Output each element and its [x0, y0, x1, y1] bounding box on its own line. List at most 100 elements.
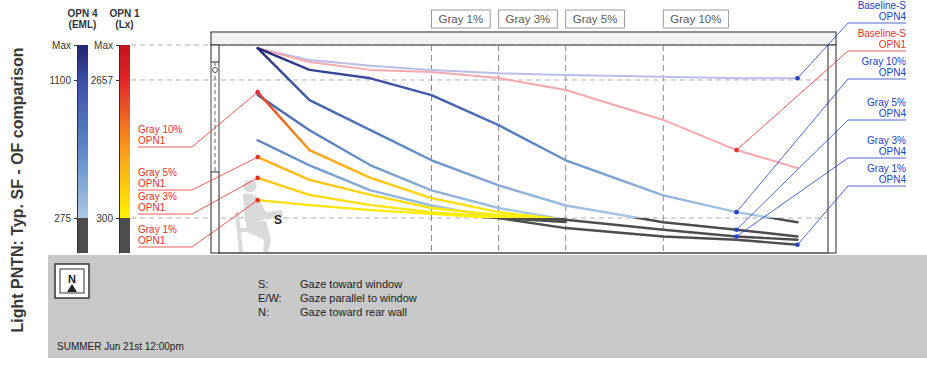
- leader-dot: [795, 243, 800, 248]
- leader-dot: [795, 76, 800, 81]
- tick: 275: [54, 213, 77, 224]
- marker-box: [566, 10, 625, 28]
- colorbar: [77, 45, 88, 253]
- leader-line: [737, 51, 907, 150]
- tick-mark: [74, 218, 77, 219]
- leader-dot: [734, 148, 739, 153]
- series-line: [258, 92, 566, 220]
- tick: 300: [96, 213, 119, 224]
- series-line: [258, 140, 798, 245]
- leader-line: [138, 157, 258, 190]
- series-label: Gray 10%OPN4: [862, 56, 907, 78]
- series-label: Gray 1%OPN4: [867, 163, 906, 185]
- colorbar-title: OPN 1(Lx): [109, 8, 139, 30]
- tick-mark: [116, 45, 119, 46]
- wall: [211, 172, 219, 253]
- window-frame: [219, 62, 220, 172]
- series-line: [258, 95, 798, 240]
- series-label: Gray 1%OPN1: [138, 224, 177, 246]
- tick: Max: [52, 40, 77, 51]
- marker-line: [431, 45, 432, 253]
- compass-box: [55, 264, 89, 298]
- tick-mark: [116, 218, 119, 219]
- series-label: Baseline-SOPN1: [858, 28, 907, 50]
- tick-mark: [116, 80, 119, 81]
- series-line: [258, 157, 566, 220]
- annotation-key: S:: [258, 278, 268, 290]
- series-label: Gray 10%OPN1: [138, 124, 183, 146]
- tick-label: 300: [96, 213, 113, 224]
- y-axis: 300 2657 Max: [91, 40, 120, 254]
- series-line: [258, 200, 566, 222]
- person: [235, 180, 283, 253]
- marker-label: Gray 5%: [573, 13, 618, 25]
- series-line: [258, 178, 566, 221]
- title: Light PNTN: Typ. SF - OF comparison: [9, 47, 26, 332]
- person-legs: [246, 221, 271, 252]
- axis-line: [119, 46, 120, 254]
- tick: 2657: [91, 75, 119, 86]
- leader-line: [737, 79, 907, 212]
- chart: Gray 1% Gray 3% Gray 5% Gray 10% 275 1100 Max O…: [0, 0, 927, 375]
- tick: 1100: [49, 75, 77, 86]
- leader-dot: [255, 198, 260, 203]
- annotation-text: Gaze toward rear wall: [300, 306, 407, 318]
- wall: [828, 45, 836, 253]
- tick-label: 275: [54, 213, 71, 224]
- leader-dot: [255, 155, 260, 160]
- chair: [235, 212, 258, 252]
- window-frame: [211, 62, 212, 172]
- grid-line: [131, 79, 828, 80]
- marker-label: Gray 3%: [506, 13, 551, 25]
- ceiling: [211, 32, 836, 45]
- compass-label: N: [68, 273, 76, 285]
- annotation-text: Gaze toward window: [300, 278, 402, 290]
- marker-line: [498, 45, 499, 253]
- series-line: [258, 48, 798, 236]
- compass-inner: [60, 269, 84, 293]
- tick-label: 2657: [91, 75, 114, 86]
- leader-line: [138, 92, 258, 147]
- leader-line: [798, 186, 907, 245]
- marker-label: Gray 1%: [439, 13, 484, 25]
- colorbar: [119, 45, 130, 253]
- series-label: Gray 3%OPN1: [138, 191, 177, 213]
- y-axis: 275 1100 Max: [49, 40, 77, 254]
- series-label: Gray 5%OPN1: [138, 167, 177, 189]
- plot-area: [258, 48, 798, 245]
- annotation-text: Gaze parallel to window: [300, 292, 417, 304]
- annotation-key: N:: [258, 306, 269, 318]
- leader-dot: [255, 90, 260, 95]
- wall: [211, 45, 219, 62]
- leader-line: [138, 178, 258, 214]
- colorbar-title: OPN 4(EML): [67, 8, 97, 30]
- leader-line: [737, 158, 907, 236]
- window-glass: [215, 62, 216, 172]
- tick-label: Max: [94, 40, 113, 51]
- x-axis-line: [218, 252, 828, 254]
- marker-label: Gray 10%: [670, 13, 721, 25]
- marker-box: [663, 10, 728, 28]
- floor-band: [48, 255, 927, 358]
- leader-dot: [734, 234, 739, 239]
- leader-dot: [255, 176, 260, 181]
- tick-label: 1100: [49, 75, 71, 86]
- tick-mark: [74, 80, 77, 81]
- tick-mark: [74, 45, 77, 46]
- compass-arrow: [67, 284, 77, 292]
- annotation-key: E/W:: [258, 292, 282, 304]
- leader-dot: [734, 227, 739, 232]
- series-line: [258, 48, 798, 168]
- tick: Max: [94, 40, 119, 51]
- leader-line: [138, 200, 258, 247]
- marker-box: [499, 10, 558, 28]
- subtitle: SUMMER Jun 21st 12:00pm: [57, 341, 184, 352]
- viewer-label: S: [274, 213, 282, 227]
- series-label: Gray 5%OPN4: [867, 97, 906, 119]
- window-hinge: [213, 68, 218, 73]
- marker-box: [432, 10, 491, 28]
- series-line: [258, 48, 798, 222]
- tick-label: Max: [52, 40, 71, 51]
- series-label: Gray 3%OPN4: [867, 135, 906, 157]
- leader-dot: [734, 210, 739, 215]
